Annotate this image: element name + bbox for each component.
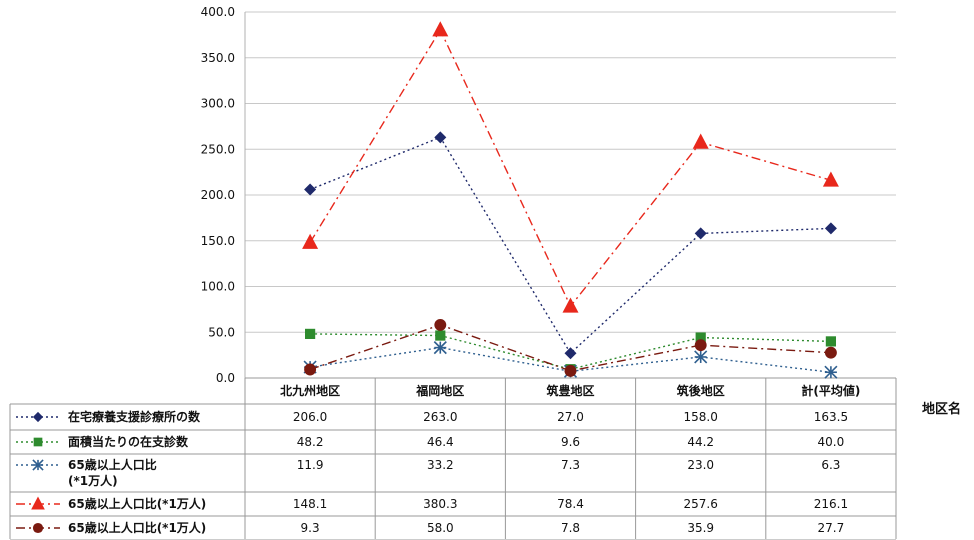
legend-label-3: 65歳以上人口比 <box>68 457 157 472</box>
table-cell-value: 7.8 <box>561 521 580 535</box>
data-point-2 <box>305 328 316 339</box>
data-point-5 <box>564 364 577 377</box>
legend-label-5: 65歳以上人口比(*1万人) <box>68 520 206 535</box>
y-tick-label: 400.0 <box>201 5 235 19</box>
legend-label-2: 面積当たりの在支診数 <box>68 434 189 449</box>
data-point-5 <box>694 339 707 352</box>
table-cell-value: 35.9 <box>687 521 714 535</box>
x-axis-title: 地区名 <box>922 402 962 417</box>
legend-label-line2-3: (*1万人) <box>68 473 118 488</box>
data-point-3 <box>694 350 708 364</box>
y-tick-label: 100.0 <box>201 280 235 294</box>
category-label: 計(平均値) <box>801 383 860 398</box>
table-cell-value: 6.3 <box>821 458 840 472</box>
series-line-4 <box>309 28 832 308</box>
data-point-3 <box>824 365 838 379</box>
data-point-4 <box>562 297 579 313</box>
data-point-5 <box>304 363 317 376</box>
y-tick-label: 0.0 <box>216 371 235 385</box>
table-cell-value: 46.4 <box>427 435 454 449</box>
table-cell-value: 9.6 <box>561 435 580 449</box>
table-cell-value: 158.0 <box>684 410 718 424</box>
y-tick-label: 200.0 <box>201 188 235 202</box>
y-tick-label: 50.0 <box>208 325 235 339</box>
table-cell-value: 27.7 <box>818 521 845 535</box>
data-point-1 <box>694 227 707 240</box>
data-point-1 <box>824 222 837 235</box>
table-cell-value: 48.2 <box>297 435 324 449</box>
data-point-1 <box>564 347 577 360</box>
category-label: 筑後地区 <box>677 383 725 398</box>
table-cell-value: 206.0 <box>293 410 327 424</box>
data-point-1 <box>304 183 317 196</box>
data-point-1 <box>434 131 447 144</box>
table-cell-value: 78.4 <box>557 497 584 511</box>
series-line-2 <box>310 333 831 370</box>
legend-label-1: 在宅療養支援診療所の数 <box>68 409 201 424</box>
category-label: 筑豊地区 <box>546 383 594 398</box>
legend-marker-5 <box>32 522 44 534</box>
legend-marker-3 <box>32 459 44 471</box>
y-tick-label: 350.0 <box>201 51 235 65</box>
data-point-4 <box>432 21 449 37</box>
data-point-4 <box>302 233 319 249</box>
legend-marker-2 <box>33 437 43 447</box>
data-point-5 <box>824 346 837 359</box>
data-point-2 <box>435 330 446 341</box>
table-cell-value: 9.3 <box>301 521 320 535</box>
table-cell-value: 23.0 <box>687 458 714 472</box>
y-tick-label: 300.0 <box>201 97 235 111</box>
table-cell-value: 163.5 <box>814 410 848 424</box>
legend-label-4: 65歳以上人口比(*1万人) <box>68 496 206 511</box>
table-cell-value: 257.6 <box>684 497 718 511</box>
data-point-3 <box>433 341 447 355</box>
data-point-2 <box>695 332 706 343</box>
data-point-2 <box>825 336 836 347</box>
table-cell-value: 27.0 <box>557 410 584 424</box>
table-cell-value: 11.9 <box>297 458 324 472</box>
table-cell-value: 263.0 <box>423 410 457 424</box>
y-tick-label: 150.0 <box>201 234 235 248</box>
table-cell-value: 148.1 <box>293 497 327 511</box>
legend-marker-1 <box>32 411 44 423</box>
table-cell-value: 33.2 <box>427 458 454 472</box>
category-label: 北九州地区 <box>280 383 340 398</box>
table-cell-value: 40.0 <box>818 435 845 449</box>
y-tick-label: 250.0 <box>201 142 235 156</box>
table-cell-value: 7.3 <box>561 458 580 472</box>
table-cell-value: 216.1 <box>814 497 848 511</box>
data-point-4 <box>692 133 709 149</box>
table-cell-value: 380.3 <box>423 497 457 511</box>
table-cell-value: 44.2 <box>687 435 714 449</box>
legend-marker-4 <box>31 496 45 510</box>
category-label: 福岡地区 <box>415 383 464 398</box>
data-point-4 <box>822 171 839 187</box>
series-line-1 <box>309 136 831 355</box>
series-line-5 <box>309 324 831 372</box>
table-cell-value: 58.0 <box>427 521 454 535</box>
data-point-5 <box>434 318 447 331</box>
